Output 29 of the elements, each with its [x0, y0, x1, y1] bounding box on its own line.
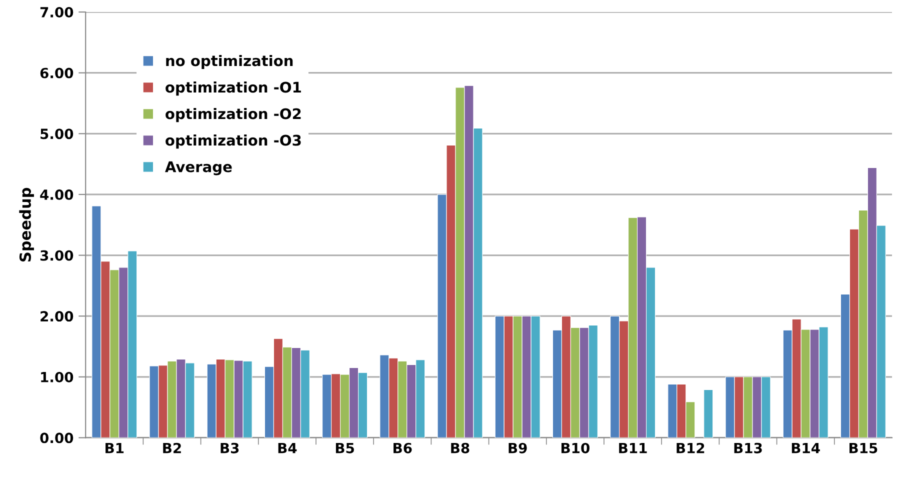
- y-tick-label: 2.00: [40, 311, 74, 322]
- y-tick-label: 6.00: [40, 68, 74, 78]
- legend-label: no optimization: [166, 54, 293, 70]
- x-tick-label: B14: [792, 443, 820, 454]
- x-tick-label: B15: [850, 443, 878, 454]
- legend-label: Average: [165, 161, 232, 176]
- x-tick-label: B3: [220, 442, 239, 454]
- y-tick-label: 1.00: [41, 372, 74, 382]
- bar: [704, 389, 714, 438]
- x-tick-label: B10: [562, 442, 590, 454]
- legend-label: optimization -O2: [166, 108, 301, 122]
- x-tick-label: B12: [676, 442, 704, 454]
- y-tick-label: 7.00: [40, 6, 74, 18]
- x-tick-label: B5: [336, 443, 354, 454]
- y-tick-label: 0.00: [40, 432, 74, 444]
- x-tick-label: B8: [451, 442, 470, 454]
- y-tick-label: 4.00: [40, 189, 74, 200]
- x-tick-label: B4: [278, 443, 297, 454]
- x-tick-label: B1: [106, 443, 124, 454]
- y-tick-label: 5.00: [40, 128, 74, 140]
- y-axis-title: Speedup: [19, 188, 34, 262]
- legend-label: optimization -O3: [166, 134, 301, 149]
- x-tick-label: B11: [619, 443, 647, 454]
- y-tick-label: 3.00: [40, 250, 74, 261]
- x-tick-label: B13: [734, 442, 762, 454]
- legend-label: optimization -O1: [166, 81, 301, 96]
- x-tick-label: B9: [508, 442, 527, 454]
- x-tick-label: B2: [163, 442, 181, 454]
- x-tick-label: B6: [394, 442, 412, 454]
